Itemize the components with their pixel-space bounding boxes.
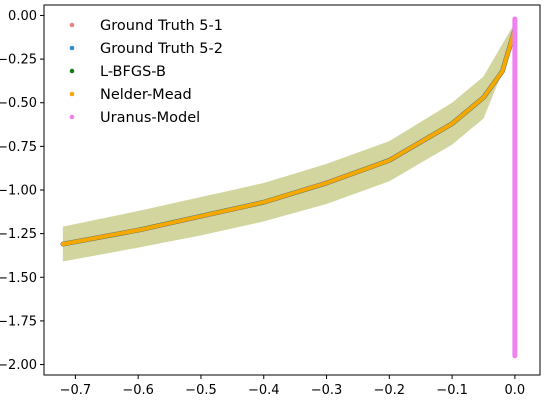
x-tick-label: −0.7 [60,383,92,398]
legend-marker [69,114,75,120]
legend-label: Nelder-Mead [100,87,192,103]
y-tick-label: −1.50 [0,271,37,286]
legend-marker [69,68,75,74]
band-area [62,22,515,262]
x-tick-label: −0.6 [122,383,154,398]
x-axis: −0.7 −0.6 −0.5 −0.4 −0.3 −0.2 −0.1 0.0 [60,375,526,398]
x-tick-label: −0.4 [248,383,280,398]
x-tick-label: −0.1 [436,383,468,398]
legend-label: L-BFGS-B [100,64,166,80]
confidence-band [62,22,515,262]
legend-label: Ground Truth 5-1 [100,18,223,34]
y-tick-label: −2.00 [0,358,37,373]
y-tick-label: −0.75 [0,140,37,155]
legend-marker [69,91,75,97]
y-tick-label: 0.00 [8,9,37,24]
legend: Ground Truth 5-1 Ground Truth 5-2 L-BFGS-B… [69,18,223,126]
x-tick-label: −0.3 [311,383,343,398]
x-tick-label: −0.2 [374,383,406,398]
y-tick-label: −1.00 [0,184,37,199]
series-layer [60,16,518,359]
series-nelder-mead [60,27,517,247]
x-tick-label: 0.0 [505,383,526,398]
y-tick-label: −1.75 [0,314,37,329]
legend-marker [69,45,75,51]
y-axis: 0.00 −0.25 −0.50 −0.75 −1.00 −1.25 −1.50 −1.75 −… [0,9,44,373]
y-tick-label: −0.25 [0,53,37,68]
legend-label: Ground Truth 5-2 [100,41,223,57]
x-tick-label: −0.5 [185,383,217,398]
y-tick-label: −1.25 [0,227,37,242]
legend-label: Uranus-Model [100,110,200,126]
legend-marker [69,22,75,28]
y-tick-label: −0.50 [0,96,37,111]
